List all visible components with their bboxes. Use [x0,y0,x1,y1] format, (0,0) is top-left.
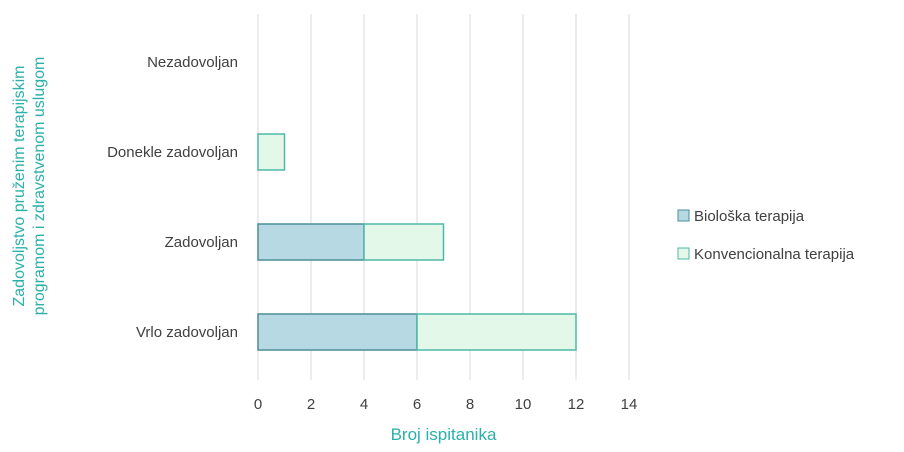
category-label: Nezadovoljan [147,54,238,71]
legend: Biološka terapija Konvencionalna terapija [677,208,855,263]
bar-segment [257,313,418,351]
bar-segment [257,133,286,171]
x-tick-label: 6 [413,396,421,413]
x-tick-label: 0 [254,396,262,413]
x-tick-labels: 0 2 4 6 8 10 12 14 [254,396,638,413]
legend-swatch [677,247,690,260]
y-axis-title-line: programom i zdravstvenom uslugom [31,57,48,316]
bar-segment [257,223,365,261]
x-axis-title: Broj ispitanika [391,425,497,444]
category-label: Zadovoljan [165,234,238,251]
x-tick-label: 8 [466,396,474,413]
legend-label: Biološka terapija [694,208,805,225]
category-label: Vrlo zadovoljan [136,324,238,341]
x-tick-label: 10 [515,396,532,413]
x-tick-label: 12 [568,396,585,413]
x-tick-label: 4 [360,396,368,413]
gridlines [257,14,630,380]
legend-item: Konvencionalna terapija [677,246,855,263]
x-tick-label: 2 [307,396,315,413]
category-labels: Nezadovoljan Donekle zadovoljan Zadovoljan… [107,54,238,341]
legend-swatch [677,209,690,222]
y-axis-title: Zadovoljstvo pruženim terapijskim program… [11,57,48,316]
bar-segment [363,223,445,261]
y-axis-title-line: Zadovoljstvo pruženim terapijskim [11,66,28,307]
x-tick-label: 14 [621,396,638,413]
bar-segment [416,313,577,351]
category-label: Donekle zadovoljan [107,144,238,161]
bars [257,133,577,351]
legend-label: Konvencionalna terapija [694,246,855,263]
legend-item: Biološka terapija [677,208,805,225]
